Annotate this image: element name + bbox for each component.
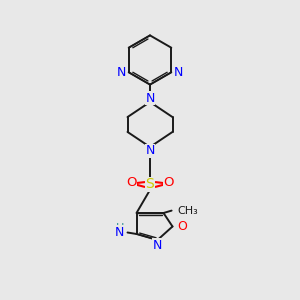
Text: O: O [177, 220, 187, 233]
Text: O: O [126, 176, 137, 190]
Text: H: H [114, 231, 122, 241]
Text: N: N [145, 144, 155, 158]
Text: O: O [163, 176, 174, 190]
Text: N: N [117, 66, 126, 79]
Text: CH₃: CH₃ [178, 206, 198, 216]
Text: N: N [174, 66, 183, 79]
Text: S: S [146, 178, 154, 191]
Text: N: N [115, 226, 124, 239]
Text: N: N [145, 92, 155, 105]
Text: H: H [116, 223, 124, 233]
Text: N: N [153, 239, 162, 252]
